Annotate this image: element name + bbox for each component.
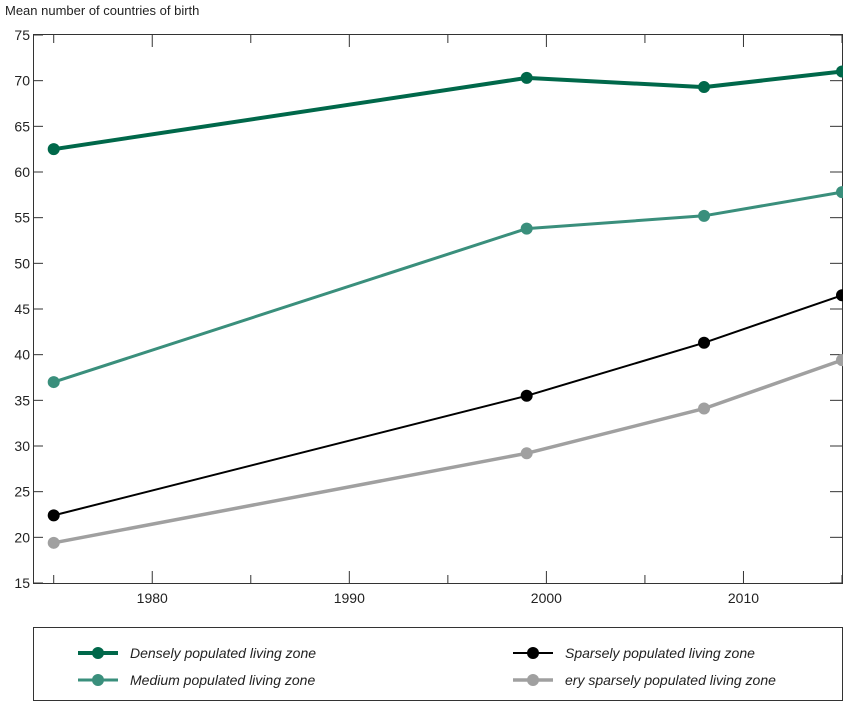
series-1-point-2015 bbox=[836, 65, 843, 78]
series-3-point-2015 bbox=[836, 289, 843, 302]
y-tick-label-65: 65 bbox=[14, 118, 30, 134]
series-3-line bbox=[52, 294, 843, 517]
y-tick-label-50: 50 bbox=[14, 255, 30, 271]
series-3-point-1975 bbox=[47, 509, 60, 522]
series-4-line bbox=[51, 358, 843, 545]
y-tick-label-20: 20 bbox=[14, 529, 30, 545]
y-tick-label-25: 25 bbox=[14, 484, 30, 500]
legend-entry-4: ery sparsely populated living zone bbox=[513, 672, 776, 688]
series-2-point-1975 bbox=[47, 376, 60, 389]
legend-entry-2-label: Medium populated living zone bbox=[130, 672, 315, 688]
y-tick-label-55: 55 bbox=[14, 210, 30, 226]
y-tick-label-40: 40 bbox=[14, 347, 30, 363]
axis-ticks: 15 20 25 30 35 40 45 50 55 60 65 70 75 1980 1990 2000 20… bbox=[14, 27, 843, 606]
series-4-point-1999 bbox=[520, 447, 533, 460]
series-2-line bbox=[52, 190, 843, 384]
legend-entry-2: Medium populated living zone bbox=[78, 672, 315, 688]
legend-entries: Densely populated living zone Medium popu… bbox=[78, 645, 776, 688]
legend-entry-4-label: ery sparsely populated living zone bbox=[565, 672, 776, 688]
x-tick-label-2010: 2010 bbox=[728, 590, 759, 606]
legend-entry-4-marker bbox=[527, 674, 539, 686]
legend-entry-3-marker bbox=[527, 647, 539, 659]
legend-entry-3: Sparsely populated living zone bbox=[513, 645, 755, 661]
series-1-point-1999 bbox=[520, 71, 533, 84]
series-layer bbox=[47, 65, 843, 549]
series-2-point-1999 bbox=[520, 222, 533, 235]
y-tick-label-70: 70 bbox=[14, 73, 30, 89]
legend-entry-1-marker bbox=[92, 647, 104, 659]
y-tick-label-35: 35 bbox=[14, 392, 30, 408]
y-tick-label-60: 60 bbox=[14, 164, 30, 180]
legend-entry-2-marker bbox=[92, 674, 104, 686]
series-4-point-1975 bbox=[47, 536, 60, 549]
series-1-line bbox=[51, 69, 843, 152]
series-2-point-2015 bbox=[836, 186, 843, 199]
legend bbox=[33, 627, 843, 701]
x-tick-label-1990: 1990 bbox=[334, 590, 365, 606]
legend-entry-1: Densely populated living zone bbox=[78, 645, 316, 661]
series-3-point-2008 bbox=[698, 336, 711, 349]
legend-entry-1-label: Densely populated living zone bbox=[130, 645, 316, 661]
series-1-point-1975 bbox=[47, 143, 60, 156]
y-axis-title: Mean number of countries of birth bbox=[5, 3, 199, 18]
y-tick-label-30: 30 bbox=[14, 438, 30, 454]
plot-frame bbox=[33, 34, 843, 584]
y-tick-label-75: 75 bbox=[14, 27, 30, 43]
x-tick-label-2000: 2000 bbox=[531, 590, 562, 606]
y-tick-label-15: 15 bbox=[14, 575, 30, 591]
legend-entry-3-label: Sparsely populated living zone bbox=[565, 645, 755, 661]
series-4-point-2015 bbox=[836, 354, 843, 367]
y-tick-label-45: 45 bbox=[14, 301, 30, 317]
x-tick-label-1980: 1980 bbox=[137, 590, 168, 606]
series-2-point-2008 bbox=[698, 209, 711, 222]
series-4-point-2008 bbox=[698, 402, 711, 415]
series-1-point-2008 bbox=[698, 81, 711, 94]
series-3-point-1999 bbox=[520, 389, 533, 402]
